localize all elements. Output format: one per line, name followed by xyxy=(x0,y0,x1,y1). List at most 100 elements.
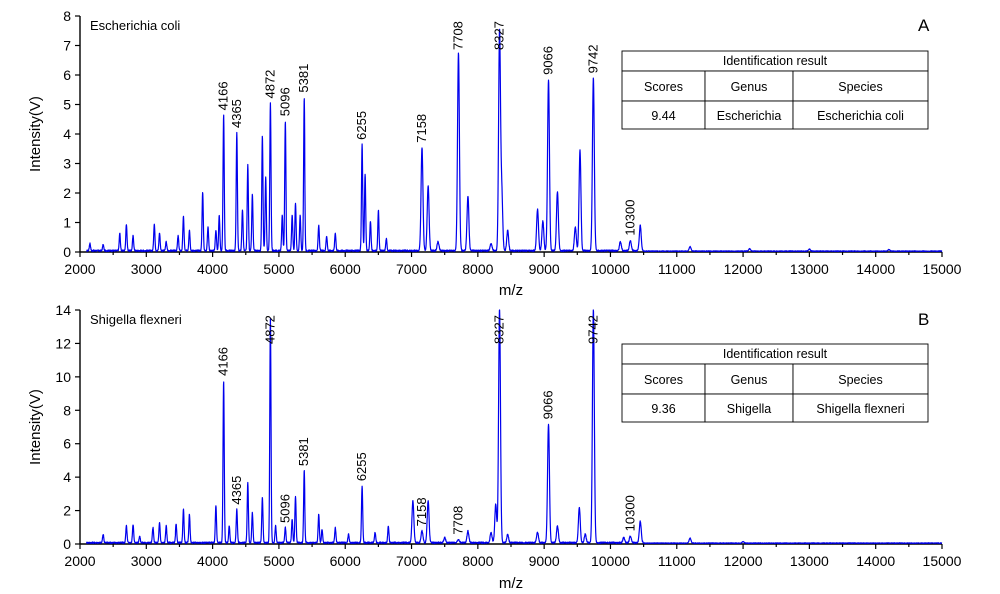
x-tick-label: 13000 xyxy=(790,261,829,277)
x-axis-title: m/z xyxy=(499,575,523,592)
peak-label: 5096 xyxy=(277,87,292,116)
x-tick-label: 4000 xyxy=(197,261,228,277)
x-tick-label: 6000 xyxy=(330,261,361,277)
peak-label: 4365 xyxy=(229,476,244,505)
x-tick-label: 13000 xyxy=(790,553,829,569)
x-tick-label: 6000 xyxy=(330,553,361,569)
x-tick-label: 5000 xyxy=(263,261,294,277)
table-header-cell xyxy=(621,70,706,102)
table-value-cell xyxy=(792,393,929,423)
table-value: Shigella flexneri xyxy=(816,402,904,416)
peak-label: 8327 xyxy=(492,315,507,344)
table-value: Shigella xyxy=(727,402,772,416)
y-tick-label: 0 xyxy=(63,244,71,260)
peak-label: 9066 xyxy=(541,390,556,419)
x-tick-label: 3000 xyxy=(131,553,162,569)
table-title: Identification result xyxy=(723,54,828,68)
x-tick-label: 7000 xyxy=(396,553,427,569)
peak-label: 4872 xyxy=(262,315,277,344)
table-header-cell xyxy=(792,363,929,395)
spectrum-panel-b: 2000 3000 4000 5000 6000 7000 8000 9000 10000 110… xyxy=(27,302,962,592)
table-header: Scores xyxy=(644,373,683,387)
table-header-cell xyxy=(792,70,929,102)
peak-label: 10300 xyxy=(622,200,637,236)
table-value: 9.36 xyxy=(651,402,675,416)
y-tick-label: 12 xyxy=(55,335,71,351)
peak-label: 4166 xyxy=(216,347,231,376)
x-tick-label: 9000 xyxy=(529,261,560,277)
peak-label: 5381 xyxy=(296,437,311,466)
y-tick-label: 6 xyxy=(63,67,71,83)
y-tick-label: 5 xyxy=(63,97,71,113)
y-axis-title: Intensity(V) xyxy=(27,389,44,465)
peak-label: 4872 xyxy=(262,70,277,99)
y-tick-label: 6 xyxy=(63,436,71,452)
x-tick-label: 2000 xyxy=(64,261,95,277)
x-tick-label: 10000 xyxy=(591,261,630,277)
table-value-cell xyxy=(621,393,706,423)
table-header-cell xyxy=(704,70,794,102)
table-header-cell xyxy=(621,363,706,395)
peak-label: 9066 xyxy=(541,46,556,75)
x-tick-label: 11000 xyxy=(658,261,696,277)
peak-label: 9742 xyxy=(585,45,600,74)
peak-label: 6255 xyxy=(354,452,369,481)
peak-label: 9742 xyxy=(585,315,600,344)
x-tick-label: 15000 xyxy=(923,553,962,569)
peak-label: 5381 xyxy=(296,64,311,93)
x-tick-label: 14000 xyxy=(856,261,895,277)
table-title: Identification result xyxy=(723,347,828,361)
peak-label: 7158 xyxy=(414,497,429,526)
x-tick-label: 3000 xyxy=(131,261,162,277)
identification-table: Identification result Scores 9.36 Genus Shig… xyxy=(621,343,929,423)
x-tick-label: 7000 xyxy=(396,261,427,277)
species-label: Escherichia coli xyxy=(90,18,180,33)
table-value-cell xyxy=(621,100,706,130)
y-tick-label: 10 xyxy=(55,369,71,385)
y-tick-label: 0 xyxy=(63,536,71,552)
table-value-cell xyxy=(792,100,929,130)
peak-label: 6255 xyxy=(354,111,369,140)
peak-label: 4365 xyxy=(229,99,244,128)
species-label: Shigella flexneri xyxy=(90,312,182,327)
x-tick-label: 5000 xyxy=(263,553,294,569)
peak-label: 7708 xyxy=(450,21,465,50)
peak-label: 10300 xyxy=(622,495,637,531)
table-header: Species xyxy=(838,80,882,94)
y-tick-label: 8 xyxy=(63,8,71,24)
peak-label: 5096 xyxy=(277,494,292,523)
peak-label: 4166 xyxy=(216,81,231,110)
y-tick-label: 4 xyxy=(63,126,71,142)
table-value: Escherichia coli xyxy=(817,109,904,123)
x-tick-label: 11000 xyxy=(658,553,696,569)
panel-letter: B xyxy=(918,310,929,329)
x-tick-label: 15000 xyxy=(923,261,962,277)
peak-label: 7708 xyxy=(450,506,465,535)
y-tick-label: 2 xyxy=(63,503,71,519)
table-header: Genus xyxy=(731,373,768,387)
peak-label: 8327 xyxy=(492,21,507,50)
x-tick-label: 10000 xyxy=(591,553,630,569)
x-tick-label: 12000 xyxy=(724,553,763,569)
x-tick-label: 14000 xyxy=(856,553,895,569)
x-tick-label: 9000 xyxy=(529,553,560,569)
table-header: Scores xyxy=(644,80,683,94)
spectrum-panel-a: 2000 3000 4000 5000 6000 7000 8000 9000 10000 110… xyxy=(27,8,962,299)
x-tick-label: 8000 xyxy=(462,261,493,277)
y-tick-label: 14 xyxy=(55,302,71,318)
spectrum-line xyxy=(86,309,943,545)
y-tick-label: 3 xyxy=(63,156,71,172)
table-value: Escherichia xyxy=(717,109,782,123)
table-value-cell xyxy=(704,393,794,423)
y-axis-title: Intensity(V) xyxy=(27,96,44,172)
table-header: Species xyxy=(838,373,882,387)
x-tick-label: 8000 xyxy=(462,553,493,569)
table-header: Genus xyxy=(731,80,768,94)
panel-letter: A xyxy=(918,16,930,35)
spectrum-line xyxy=(86,28,943,252)
y-tick-label: 7 xyxy=(63,38,71,54)
identification-table: Identification result Scores 9.44 Genus Esch… xyxy=(621,50,929,130)
y-tick-label: 2 xyxy=(63,185,71,201)
x-axis-title: m/z xyxy=(499,282,523,299)
